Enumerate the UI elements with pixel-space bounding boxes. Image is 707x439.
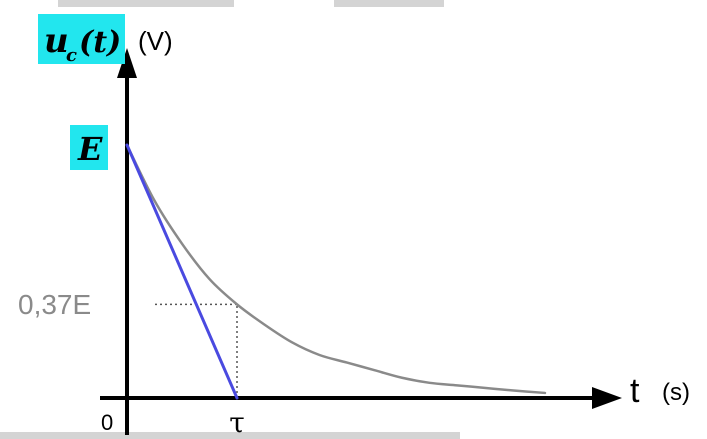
series-group [125,143,547,400]
y-axis-label-highlight [38,14,125,64]
y-axis-arrow [117,48,137,78]
top-frame-bar-right [334,0,444,7]
bottom-frame-bar [0,432,460,439]
origin-label: 0 [101,410,113,435]
y-tick-label-037E: 0,37E [18,289,91,320]
y-axis-label-symbol: u [44,21,69,61]
y-axis-unit: (V) [138,26,173,56]
y-tick-label-E: E [77,130,103,168]
x-axis-unit: (s) [662,379,690,406]
x-axis-arrow [592,387,622,409]
y-axis-label-argument: (t) [79,25,121,60]
x-tick-label-tau: τ [229,406,245,439]
top-frame-bar-left [58,0,234,7]
guide-lines [155,303,238,398]
x-axis-label: t [630,372,640,410]
y-axis-label-subscript: c [66,45,77,66]
y-tick-highlight-E [70,125,108,170]
axes [100,48,622,435]
tangent-at-origin-line [125,143,239,400]
exponential-decay-line [125,143,547,395]
